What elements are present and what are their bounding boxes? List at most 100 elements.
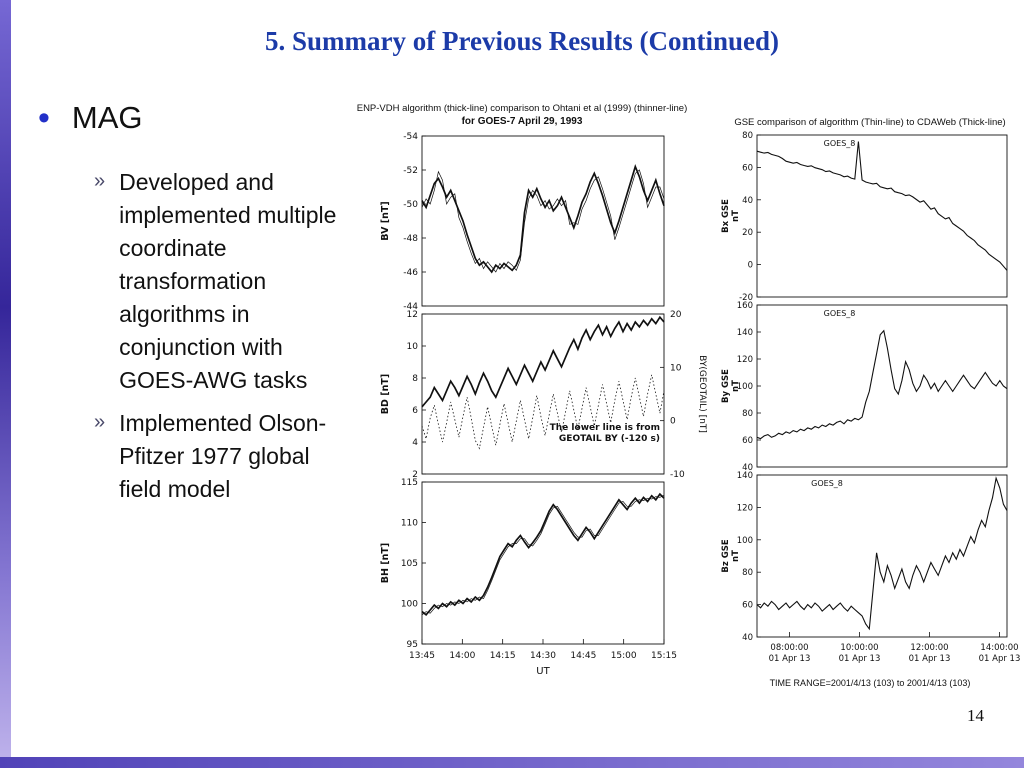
chart-text: 01 Apr 13 [979,654,1020,664]
sub-bullet-text: Developed and implemented multiple coord… [119,169,337,393]
sub-bullet-icon: » [94,170,106,192]
chart-text: 0 [670,417,676,427]
chart-text: UT [536,666,550,677]
chart-text: 80 [742,409,753,419]
chart-text: -10 [670,470,685,480]
chart-text: 14:15 [490,651,516,661]
chart-text: 13:45 [409,651,435,661]
figure-goes7-caption: ENP-VDH algorithm (thick-line) compariso… [356,103,688,114]
series-line [421,315,665,408]
y-axis-label: BH [nT] [380,543,391,583]
y-axis-label: nT [731,550,741,562]
figure-goes8-time-range: TIME RANGE=2001/4/13 (103) to 2001/4/13 … [769,678,971,688]
chart-text: 14:45 [570,651,596,661]
chart-text: 20 [742,228,753,238]
chart-text: 140 [737,471,753,481]
y-axis-label: nT [731,380,741,392]
chart-text: 80 [742,568,753,578]
sub-bullet-list: » Developed and implemented multiple coo… [94,166,358,516]
panel-frame [421,313,665,475]
chart-text: 12:00:00 [910,643,948,653]
panel-frame [421,135,665,307]
chart-text: 120 [737,503,753,513]
page-number: 14 [967,706,984,725]
annotation-text: The lower line is from [550,423,660,433]
chart-text: 10 [407,342,419,352]
chart-text: 4 [412,438,418,448]
series-line [756,141,1008,271]
chart-text: 140 [737,328,753,338]
figure-goes7: ENP-VDH algorithm (thick-line) compariso… [336,102,708,685]
chart-text: 01 Apr 13 [839,654,881,664]
y-axis-label: BD [nT] [380,374,391,414]
series-line [421,164,665,274]
figure-goes8-caption: GSE comparison of algorithm (Thin-line) … [734,117,1006,128]
goes7-chart: -54 -52 -50 -48 -46 -44 BV [nT] 12 10 8 6 4 2 BD [nT]… [380,132,707,677]
chart-text: 01 Apr 13 [769,654,811,664]
chart-text: 20 [670,310,682,320]
chart-text: 15:15 [651,651,677,661]
series-line [421,494,665,616]
chart-text: 40 [742,633,753,643]
chart-text: 0 [748,261,753,271]
slide-title: 5. Summary of Previous Results (Continue… [264,26,779,56]
chart-text: 100 [737,536,753,546]
series-line [756,329,1008,440]
figure-goes8: GSE comparison of algorithm (Thin-line) … [720,116,1020,688]
y-axis-label: Bx GSE [721,199,731,233]
figure-goes7-subcaption: for GOES-7 April 29, 1993 [461,116,583,127]
chart-text: 160 [737,301,753,311]
chart-text: GOES_8 [824,309,856,318]
chart-text: 14:30 [530,651,556,661]
chart-text: -54 [403,132,418,142]
chart-text: 8 [412,374,418,384]
chart-text: 14:00 [449,651,475,661]
bullet-main: • MAG [38,100,143,136]
chart-text: 60 [742,601,753,611]
chart-text: 110 [401,519,418,529]
y-axis-label: nT [731,210,741,222]
chart-text: 10:00:00 [840,643,878,653]
chart-text: 2 [412,470,418,480]
chart-text: 01 Apr 13 [909,654,951,664]
chart-text: -50 [403,200,418,210]
chart-text: 95 [407,640,418,650]
chart-text: 115 [401,478,418,488]
sub-bullet-text: Implemented Olson-Pfitzer 1977 global fi… [119,410,327,502]
chart-text: 40 [742,196,753,206]
chart-text: -46 [403,268,418,278]
chart-text: -48 [403,234,418,244]
chart-text: 6 [412,406,418,416]
list-item: » Developed and implemented multiple coo… [94,166,358,397]
chart-text: -20 [739,293,753,303]
chart-text: GOES_8 [811,479,843,488]
chart-text: 100 [401,600,418,610]
chart-text: 120 [737,355,753,365]
chart-text: -44 [403,302,418,312]
series-line [756,476,1008,631]
y-axis-label: Bz GSE [721,539,731,572]
sub-bullet-icon: » [94,411,106,433]
right-axis-label: BY(GEOTAIL) [nT] [697,355,707,433]
chart-text: 80 [742,131,753,141]
panel-frame [756,474,1008,638]
series-line [421,492,665,616]
bottom-border-decoration [0,757,1024,768]
bullet-icon: • [38,99,50,137]
chart-text: -52 [403,166,418,176]
y-axis-label: BV [nT] [380,201,391,240]
y-axis-label: By GSE [721,369,731,403]
chart-text: 15:00 [611,651,637,661]
chart-text: 10 [670,363,682,373]
annotation-text: GEOTAIL BY (-120 s) [559,434,660,444]
chart-text: 14:00:00 [980,643,1018,653]
chart-text: 08:00:00 [770,643,808,653]
chart-text: 60 [742,436,753,446]
chart-text: GOES_8 [824,139,856,148]
chart-text: 105 [401,559,418,569]
left-border-decoration [0,0,11,768]
panel-frame [756,304,1008,468]
chart-text: 60 [742,163,753,173]
